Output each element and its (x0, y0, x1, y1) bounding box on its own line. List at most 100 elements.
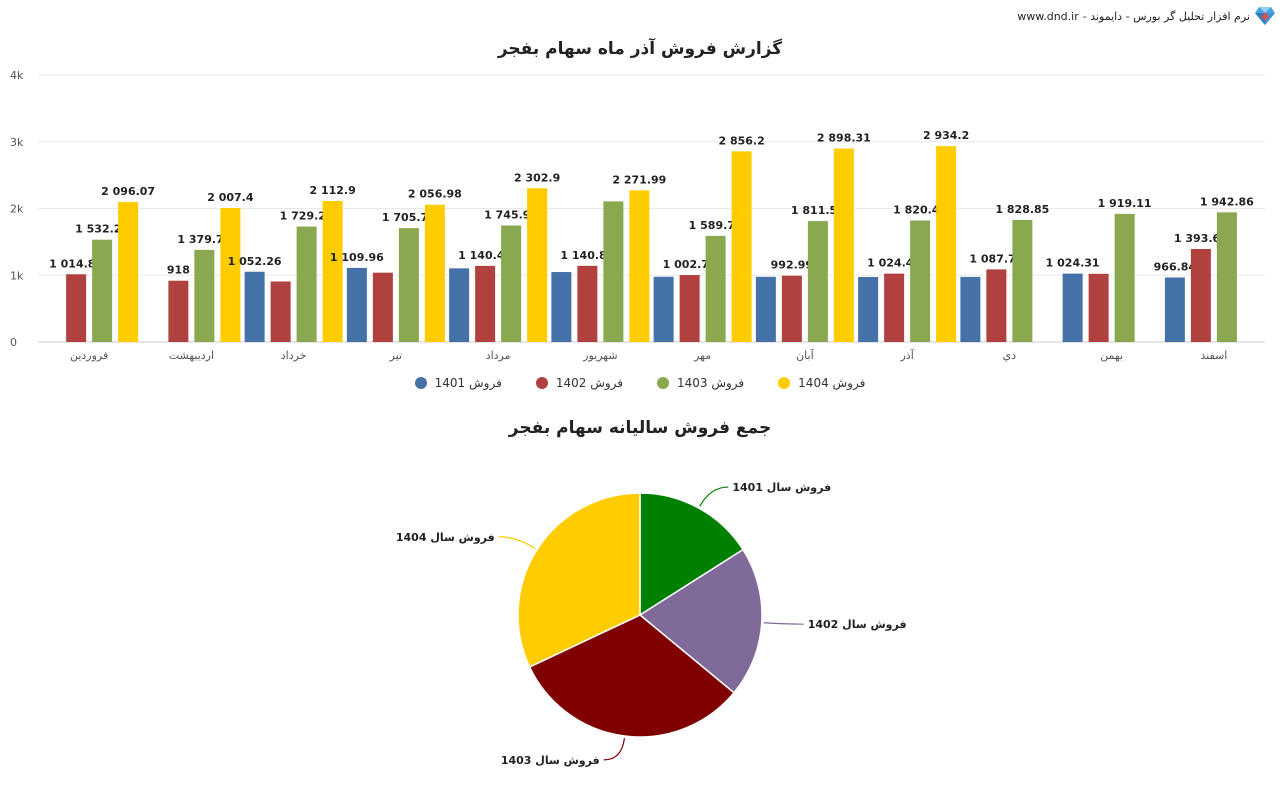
x-tick-label: مرداد (486, 349, 511, 362)
bar[interactable] (424, 204, 445, 342)
bar-data-label: 1 828.85 (995, 203, 1049, 216)
y-tick-label: 0 (10, 336, 17, 349)
bar[interactable] (986, 269, 1007, 342)
pie-leader-line (699, 486, 729, 507)
legend-label: فروش 1402 (555, 376, 623, 390)
bar[interactable] (322, 200, 343, 342)
bar[interactable] (1190, 248, 1211, 342)
pie-slice-label: فروش سال 1402 (808, 618, 907, 631)
bar[interactable] (731, 151, 752, 342)
bar-data-label: 1 140.82 (560, 249, 614, 262)
bar-data-label: 2 096.07 (101, 185, 155, 198)
bar[interactable] (577, 265, 598, 342)
bar-data-label: 1 024.31 (1046, 257, 1100, 270)
bar-data-label: 1 532.27 (75, 223, 129, 236)
pie-leader-line (763, 622, 804, 625)
bar[interactable] (501, 225, 522, 342)
bar[interactable] (449, 268, 470, 342)
bar-data-label: 2 112.9 (309, 184, 355, 197)
bar-data-label: 1 729.28 (280, 210, 334, 223)
bar[interactable] (960, 276, 981, 342)
pie-slice[interactable] (638, 548, 763, 694)
bar-data-label: 2 856.2 (718, 134, 764, 147)
bar[interactable] (398, 228, 419, 342)
bar[interactable] (1216, 212, 1237, 342)
bar[interactable] (807, 221, 828, 342)
x-tick-label: اسفند (1200, 349, 1227, 362)
bar[interactable] (1012, 219, 1033, 342)
bar[interactable] (679, 275, 700, 342)
pie-slice[interactable] (528, 614, 736, 738)
legend-marker (778, 377, 791, 389)
bar-data-label: 1 002.76 (663, 258, 717, 271)
bar-data-label: 2 302.9 (514, 171, 560, 184)
x-tick-label: خرداد (281, 349, 307, 362)
bar[interactable] (1164, 277, 1185, 342)
bar[interactable] (1088, 273, 1109, 342)
bar[interactable] (910, 220, 931, 342)
bar[interactable] (755, 276, 776, 342)
bar-data-label: 1 705.76 (382, 211, 436, 224)
bar[interactable] (475, 265, 496, 342)
x-tick-label: مهر (693, 349, 711, 362)
bar[interactable] (346, 267, 367, 342)
pie-slice-label: فروش سال 1401 (732, 481, 831, 494)
bar[interactable] (168, 280, 189, 342)
legend-item[interactable]: فروش 1404 (778, 376, 865, 390)
bar[interactable] (372, 272, 393, 342)
bar[interactable] (220, 208, 241, 342)
bar[interactable] (92, 239, 113, 342)
bar-data-label: 2 934.2 (923, 129, 969, 142)
bar-data-label: 2 007.4 (207, 191, 254, 204)
bar[interactable] (551, 272, 572, 342)
legend-item[interactable]: فروش 1401 (414, 376, 502, 390)
bar-data-label: 1 811.55 (791, 204, 845, 217)
x-tick-label: تیر (389, 349, 402, 362)
pie-slice[interactable] (517, 492, 641, 668)
y-tick-label: 2k (10, 203, 24, 216)
bar[interactable] (244, 271, 265, 342)
bar[interactable] (1062, 273, 1083, 342)
x-tick-label: فروردین (70, 349, 108, 362)
bar[interactable] (858, 276, 879, 342)
x-tick-label: آبان (796, 348, 814, 362)
bar-data-label: 1 140.47 (458, 249, 512, 262)
bar[interactable] (194, 249, 215, 342)
pie-slice[interactable] (639, 492, 745, 617)
brand-header: www.dnd.ir نرم افزار تحلیل گر بورس - دای… (1017, 6, 1276, 26)
bar-chart-legend: فروش 1401 فروش 1402 فروش 1403 فروش 1404 (0, 376, 1280, 390)
bar[interactable] (603, 201, 624, 342)
bar-data-label: 1 919.11 (1098, 197, 1152, 210)
bar[interactable] (833, 148, 854, 342)
bar[interactable] (781, 275, 802, 342)
bar[interactable] (884, 273, 905, 342)
legend-item[interactable]: فروش 1402 (535, 376, 623, 390)
bar-data-label: 1 109.96 (330, 251, 384, 264)
bar[interactable] (118, 202, 139, 342)
bar-data-label: 1 379.79 (177, 233, 231, 246)
bar-chart-title: گزارش فروش آذر ماه سهام بفجر (497, 39, 783, 59)
bar[interactable] (629, 190, 650, 342)
bar[interactable] (653, 276, 674, 342)
bar-data-label: 1 393.64 (1174, 232, 1228, 245)
bar[interactable] (705, 235, 726, 342)
bar[interactable] (1114, 213, 1135, 342)
bar[interactable] (270, 281, 291, 342)
bar-data-label: 1 087.74 (969, 252, 1023, 265)
legend-item[interactable]: فروش 1403 (657, 376, 744, 390)
bar-data-label: 992.99 (771, 259, 813, 272)
bar[interactable] (296, 226, 317, 342)
brand-url[interactable]: www.dnd.ir (1017, 9, 1079, 23)
bar-data-label: 1 745.94 (484, 208, 538, 221)
bar[interactable] (936, 146, 957, 342)
legend-label: فروش 1404 (798, 376, 866, 390)
legend-marker (657, 377, 669, 389)
bar[interactable] (66, 274, 87, 342)
x-tick-label: اردیبهشت (169, 349, 214, 362)
legend-marker (535, 377, 548, 389)
bar-data-label: 1 024.43 (867, 257, 921, 270)
pie-chart-title: جمع فروش سالیانه سهام بفجر (508, 418, 772, 438)
bar-data-label: 966.84 (1154, 260, 1197, 273)
bar[interactable] (527, 188, 548, 342)
x-tick-label: شهریور (582, 349, 617, 362)
